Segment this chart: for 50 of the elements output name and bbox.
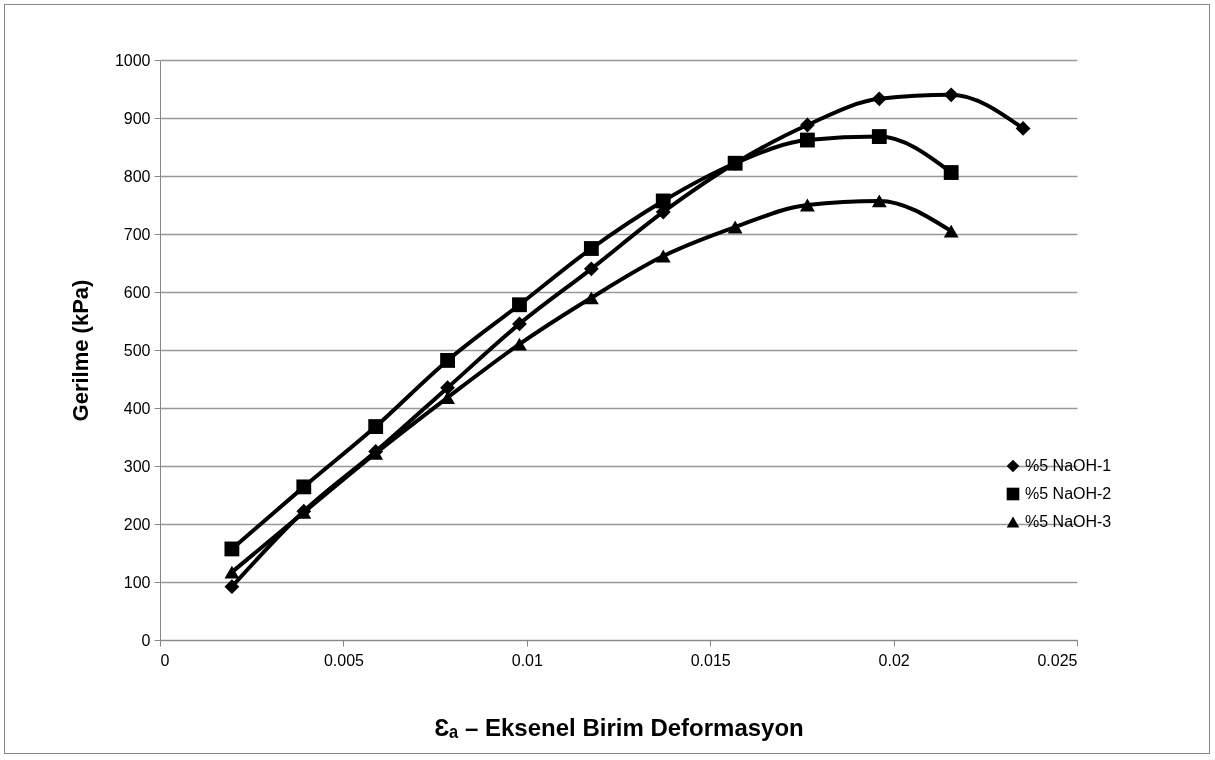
point <box>296 479 312 495</box>
point <box>943 224 959 238</box>
legend-label: %5 NaOH-3 <box>1025 513 1112 530</box>
point <box>512 316 527 332</box>
x-tick-label: 0.01 <box>511 651 543 669</box>
point <box>655 249 671 263</box>
y-tick-label: 600 <box>123 283 151 301</box>
y-tick-label: 0 <box>141 631 151 649</box>
point <box>943 87 959 103</box>
point <box>440 380 455 396</box>
x-axis-title: Ɛₐ – Eksenel Birim Deformasyon <box>434 713 804 741</box>
point <box>512 297 527 313</box>
x-tick-label: 0.015 <box>690 651 731 669</box>
point <box>871 91 887 107</box>
point <box>871 194 887 208</box>
x-tick-label: 0 <box>160 651 170 669</box>
legend-label: %5 NaOH-2 <box>1025 485 1112 502</box>
y-tick-label: 400 <box>123 399 151 417</box>
legend-label: %5 NaOH-1 <box>1025 457 1112 474</box>
point <box>583 261 599 277</box>
point <box>440 391 455 404</box>
point <box>583 241 599 256</box>
point <box>727 155 743 171</box>
point <box>871 129 887 144</box>
point <box>368 419 384 434</box>
y-tick-label: 900 <box>123 109 151 127</box>
y-tick-label: 800 <box>123 167 151 185</box>
point <box>583 291 599 305</box>
point <box>655 193 671 209</box>
y-tick-label: 500 <box>123 341 151 359</box>
y-tick-label: 100 <box>123 573 151 591</box>
point <box>224 541 240 557</box>
x-tick-label: 0.005 <box>323 651 365 669</box>
point <box>799 117 815 133</box>
point <box>224 565 240 579</box>
x-tick-label: 0.025 <box>1037 651 1078 669</box>
point <box>943 165 959 180</box>
y-tick-label: 300 <box>123 457 151 475</box>
point <box>799 132 815 148</box>
y-tick-label: 1000 <box>114 51 151 69</box>
point <box>512 337 527 351</box>
y-axis-title: Gerilme (kPa) <box>67 279 93 422</box>
point <box>799 198 815 212</box>
point <box>1015 121 1031 136</box>
point <box>440 353 455 368</box>
point <box>224 579 240 595</box>
x-tick-label: 0.02 <box>878 651 910 669</box>
point <box>727 220 743 234</box>
y-tick-label: 200 <box>123 515 151 533</box>
y-tick-label: 700 <box>123 225 151 243</box>
